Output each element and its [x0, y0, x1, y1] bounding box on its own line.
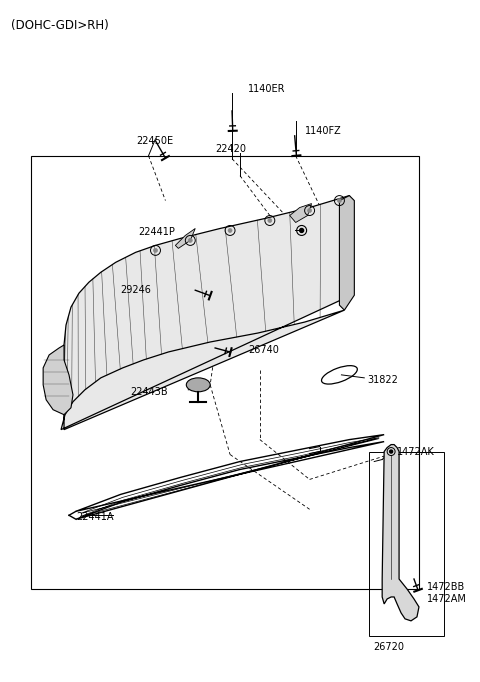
Bar: [31, 155, 419, 589]
Ellipse shape: [186, 378, 210, 391]
Circle shape: [228, 228, 232, 233]
Text: (DOHC-GDI>RH): (DOHC-GDI>RH): [12, 19, 109, 32]
Circle shape: [154, 248, 157, 252]
Bar: [369, 451, 444, 636]
Circle shape: [268, 218, 272, 222]
Text: 22441P: 22441P: [139, 227, 176, 237]
Polygon shape: [382, 445, 419, 621]
Circle shape: [308, 209, 312, 213]
Polygon shape: [290, 203, 312, 222]
Text: 1140FZ: 1140FZ: [305, 126, 341, 136]
Text: 31822: 31822: [367, 375, 398, 385]
Text: 22441A: 22441A: [76, 512, 113, 522]
Text: 26720: 26720: [373, 642, 405, 652]
Text: 1472BB: 1472BB: [427, 582, 465, 592]
Text: 1472AM: 1472AM: [427, 594, 467, 604]
Text: 1472AK: 1472AK: [397, 447, 435, 456]
Circle shape: [390, 450, 393, 453]
Text: 22443B: 22443B: [131, 387, 168, 397]
Polygon shape: [175, 228, 195, 248]
Text: 26740: 26740: [248, 345, 279, 355]
Text: 22420: 22420: [215, 144, 246, 153]
Text: 1140ER: 1140ER: [248, 84, 286, 94]
Circle shape: [300, 228, 304, 233]
Text: 29246: 29246: [120, 285, 152, 295]
Circle shape: [337, 198, 341, 203]
Polygon shape: [61, 196, 351, 430]
Polygon shape: [339, 196, 354, 310]
Text: 22450E: 22450E: [137, 136, 174, 146]
Polygon shape: [43, 345, 73, 415]
Circle shape: [188, 239, 192, 242]
